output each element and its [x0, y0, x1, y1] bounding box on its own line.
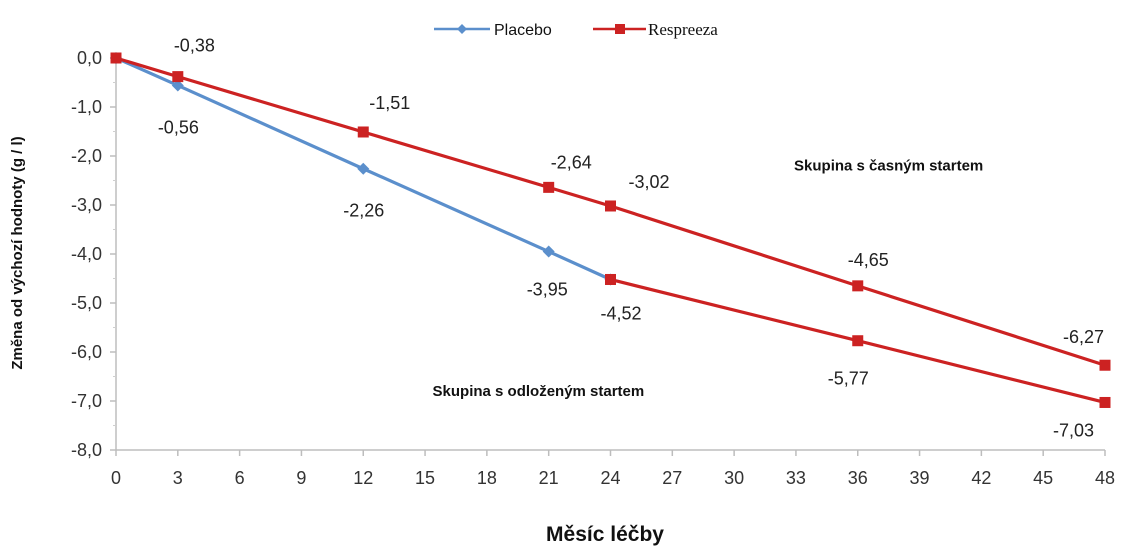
x-tick-label: 30 — [724, 468, 744, 488]
x-tick-label: 15 — [415, 468, 435, 488]
x-tick-label: 27 — [662, 468, 682, 488]
y-axis: 0,0 -1,0 -2,0 -3,0 -4,0 -5,0 -6,0 -7,0 -8,0 — [71, 48, 117, 460]
y-tick-label: -1,0 — [71, 97, 102, 117]
series-lines — [115, 56, 1106, 405]
legend-respreeza-marker — [615, 24, 625, 34]
x-tick-label: 24 — [600, 468, 620, 488]
data-point-diamond — [171, 79, 184, 92]
data-point-square — [172, 71, 184, 83]
y-tick-label: -5,0 — [71, 293, 102, 313]
data-label: -5,77 — [828, 369, 869, 389]
x-tick-label: 3 — [173, 468, 183, 488]
data-point-square — [852, 335, 864, 347]
annotation-text: Skupina s časným startem — [794, 158, 983, 175]
data-label: -7,03 — [1053, 420, 1094, 440]
legend: Placebo Respreeza — [434, 20, 718, 39]
data-point-square — [852, 280, 864, 292]
x-tick-label: 33 — [786, 468, 806, 488]
x-axis-title: Měsíc léčby — [546, 523, 664, 546]
x-tick-label: 42 — [971, 468, 991, 488]
data-label: -0,38 — [174, 36, 215, 56]
x-tick-label: 9 — [296, 468, 306, 488]
y-axis-title: Změna od výchozí hodnoty (g / l) — [9, 136, 26, 369]
x-axis: 0 3 6 9 12 15 18 21 24 27 30 33 36 39 42 45 48 — [111, 449, 1115, 488]
data-point-square — [1099, 396, 1111, 408]
data-label: -6,27 — [1063, 327, 1104, 347]
data-labels: -0,56 -2,26 -3,95 -4,52 -0,38 -1,51 -2,64 -3,02… — [158, 36, 1104, 441]
data-point-square — [543, 181, 555, 193]
data-label: -2,26 — [343, 201, 384, 221]
x-tick-label: 36 — [848, 468, 868, 488]
data-point-square — [605, 273, 616, 285]
x-tick-label: 39 — [910, 468, 930, 488]
legend-respreeza-label: Respreeza — [648, 20, 718, 39]
data-label: -2,64 — [551, 152, 592, 172]
y-tick-label: -4,0 — [71, 244, 102, 264]
x-tick-label: 21 — [539, 468, 559, 488]
data-point-diamond — [357, 162, 370, 175]
y-tick-label: -2,0 — [71, 146, 102, 166]
data-label: -1,51 — [369, 93, 410, 113]
data-point-square — [357, 126, 369, 138]
y-tick-label: -8,0 — [71, 440, 102, 460]
legend-placebo-label: Placebo — [494, 22, 552, 39]
data-label: -0,56 — [158, 117, 199, 137]
series-markers — [110, 52, 1111, 408]
annotation-text: Skupina s odloženým startem — [433, 383, 645, 400]
x-tick-label: 12 — [353, 468, 373, 488]
data-label: -4,65 — [848, 250, 889, 270]
data-point-diamond — [542, 245, 555, 258]
y-tick-label: -3,0 — [71, 195, 102, 215]
y-tick-label: 0,0 — [77, 48, 102, 68]
data-point-square — [110, 52, 122, 64]
data-point-square — [605, 200, 616, 212]
legend-placebo-marker — [457, 24, 467, 34]
data-label: -3,02 — [629, 172, 670, 192]
x-tick-label: 18 — [477, 468, 497, 488]
x-tick-label: 45 — [1033, 468, 1053, 488]
data-label: -3,95 — [527, 280, 568, 300]
y-tick-label: -7,0 — [71, 391, 102, 411]
annotations: Skupina s časným startem Skupina s odlože… — [433, 158, 984, 400]
x-tick-label: 48 — [1095, 468, 1115, 488]
y-tick-label: -6,0 — [71, 342, 102, 362]
x-tick-label: 6 — [235, 468, 245, 488]
data-label: -4,52 — [601, 303, 642, 323]
x-tick-label: 0 — [111, 468, 121, 488]
data-point-square — [1099, 359, 1111, 371]
